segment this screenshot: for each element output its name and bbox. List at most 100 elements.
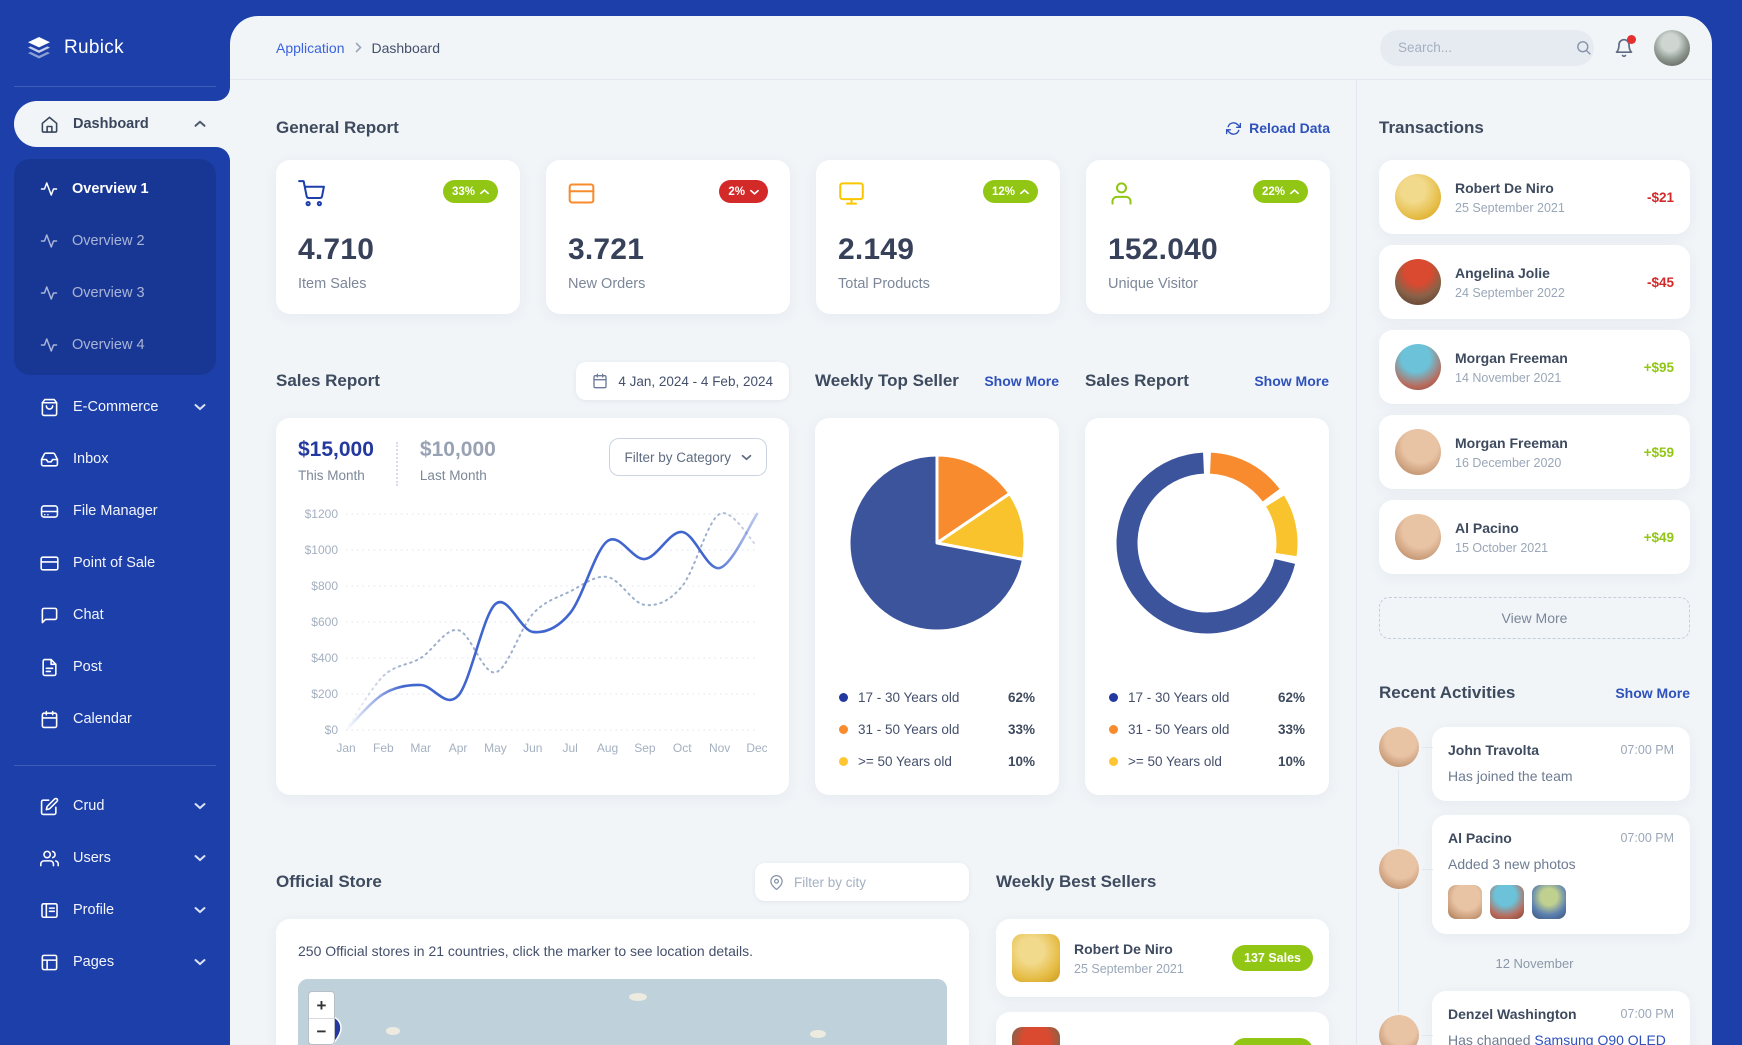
- legend-value: 10%: [1277, 754, 1305, 769]
- chevron-down-icon: [194, 403, 206, 411]
- photo-thumbnail[interactable]: [1448, 884, 1482, 919]
- chevron-right-icon: [355, 42, 362, 53]
- timeline-connector: [1419, 1034, 1433, 1036]
- sidebar-item-inbox[interactable]: Inbox: [14, 433, 230, 485]
- general-report-title: General Report: [276, 118, 399, 137]
- trend-badge[interactable]: 12%: [982, 180, 1038, 203]
- legend-row: 31 - 50 Years old 33%: [839, 722, 1035, 737]
- store-description: 250 Official stores in 21 countries, cli…: [298, 943, 753, 959]
- activity-name: Al Pacino: [1448, 830, 1512, 847]
- logo[interactable]: Rubick: [0, 0, 230, 66]
- transaction-row[interactable]: Angelina Jolie 24 September 2022 -$45: [1379, 245, 1690, 319]
- logo-text: Rubick: [64, 37, 124, 58]
- svg-text:Feb: Feb: [373, 741, 394, 755]
- best-seller-row[interactable]: Robert De Niro 25 September 2021 137 Sal…: [996, 919, 1329, 997]
- sidebar-item-overview-1[interactable]: Overview 1: [14, 163, 216, 215]
- stat-value: 2.149: [838, 233, 915, 266]
- transaction-amount: +$59: [1643, 444, 1674, 460]
- reload-icon: [1226, 121, 1242, 136]
- activity-item[interactable]: John Travolta 07:00 PM Has joined the te…: [1379, 727, 1690, 802]
- legend-label: 17 - 30 Years old: [1128, 690, 1230, 705]
- sidebar-item-dashboard[interactable]: Dashboard: [14, 101, 230, 147]
- sidebar-item-users[interactable]: Users: [14, 832, 230, 884]
- show-more-link[interactable]: Show More: [1254, 373, 1329, 389]
- search-input[interactable]: [1398, 40, 1575, 55]
- activity-item[interactable]: Al Pacino 07:00 PM Added 3 new photos: [1379, 815, 1690, 934]
- transactions-list: Robert De Niro 25 September 2021 -$21 An…: [1379, 160, 1690, 574]
- sidebar-item-label: Users: [73, 850, 111, 866]
- sidebar-item-crud[interactable]: Crud: [14, 780, 230, 832]
- seller-date: 25 September 2021: [1074, 961, 1184, 976]
- show-more-link[interactable]: Show More: [984, 373, 1059, 389]
- map-pin-icon: [769, 874, 784, 890]
- transaction-row[interactable]: Morgan Freeman 16 December 2020 +$59: [1379, 415, 1690, 489]
- timeline-date-divider: 12 November: [1495, 955, 1574, 971]
- legend-label: 17 - 30 Years old: [858, 690, 960, 705]
- photo-thumbnail[interactable]: [1532, 884, 1566, 919]
- best-seller-row[interactable]: Angelina Jolie 137 Sales: [996, 1012, 1329, 1045]
- sidebar-item-label: Crud: [73, 798, 105, 814]
- sidebar-item-profile[interactable]: Profile: [14, 884, 230, 936]
- sidebar-item-pages[interactable]: Pages: [14, 936, 230, 988]
- transaction-date: 24 September 2022: [1455, 285, 1565, 300]
- stat-card-item-sales[interactable]: 33% 4.710 Item Sales: [276, 160, 520, 326]
- divider: [395, 442, 398, 486]
- map-zoom-in-button[interactable]: +: [309, 992, 334, 1018]
- transaction-name: Angelina Jolie: [1455, 264, 1550, 281]
- stat-card-total-products[interactable]: 12% 2.149 Total Products: [816, 160, 1060, 326]
- filter-by-category-dropdown[interactable]: Filter by Category: [609, 438, 767, 476]
- transaction-row[interactable]: Al Pacino 15 October 2021 +$49: [1379, 500, 1690, 574]
- breadcrumb-application[interactable]: Application: [276, 39, 345, 56]
- transaction-row[interactable]: Robert De Niro 25 September 2021 -$21: [1379, 160, 1690, 234]
- trend-badge[interactable]: 22%: [1252, 180, 1308, 203]
- user-icon: [1108, 180, 1135, 207]
- sidebar-item-post[interactable]: Post: [14, 641, 230, 693]
- view-more-button[interactable]: View More: [1379, 597, 1690, 639]
- show-more-link[interactable]: Show More: [1615, 685, 1690, 701]
- legend-dot-orange: [1109, 725, 1118, 734]
- sidebar-item-point-of-sale[interactable]: Point of Sale: [14, 537, 230, 589]
- sidebar-item-overview-4[interactable]: Overview 4: [14, 319, 216, 371]
- store-map[interactable]: + −: [298, 979, 947, 1045]
- transaction-name: Al Pacino: [1455, 519, 1519, 536]
- date-range-value: 4 Jan, 2024 - 4 Feb, 2024: [618, 373, 773, 389]
- chevron-down-icon: [194, 854, 206, 862]
- sidebar-item-overview-2[interactable]: Overview 2: [14, 215, 216, 267]
- date-range-picker[interactable]: 4 Jan, 2024 - 4 Feb, 2024: [576, 362, 789, 400]
- activity-item[interactable]: Denzel Washington 07:00 PM Has changed S…: [1379, 990, 1690, 1045]
- notifications-button[interactable]: [1614, 34, 1636, 58]
- sidebar-item-label: Dashboard: [73, 116, 149, 132]
- user-avatar[interactable]: [1654, 29, 1690, 66]
- sidebar-item-chat[interactable]: Chat: [14, 589, 230, 641]
- content-panel: Application Dashboard Genera: [230, 16, 1712, 1045]
- product-link[interactable]: Samsung Q90 QLED TV: [1534, 1031, 1666, 1045]
- reload-data-button[interactable]: Reload Data: [1226, 120, 1330, 136]
- sidebar-item-file-manager[interactable]: File Manager: [14, 485, 230, 537]
- svg-text:Jul: Jul: [563, 741, 578, 755]
- transaction-row[interactable]: Morgan Freeman 14 November 2021 +$95: [1379, 330, 1690, 404]
- sidebar-item-calendar[interactable]: Calendar: [14, 693, 230, 745]
- photo-thumbnail[interactable]: [1490, 884, 1524, 919]
- trend-badge[interactable]: 2%: [719, 180, 768, 203]
- sidebar-item-label: Overview 4: [72, 337, 145, 353]
- rubick-logo-icon: [26, 36, 52, 60]
- trend-badge[interactable]: 33%: [442, 180, 498, 203]
- stat-card-unique-visitor[interactable]: 22% 152.040 Unique Visitor: [1086, 160, 1330, 326]
- credit-card-icon: [40, 554, 59, 573]
- search-icon[interactable]: [1575, 39, 1592, 56]
- sidebar-item-overview-3[interactable]: Overview 3: [14, 267, 216, 319]
- activities-timeline: John Travolta 07:00 PM Has joined the te…: [1379, 727, 1690, 1045]
- transaction-date: 25 September 2021: [1455, 200, 1565, 215]
- weekly-best-sellers-list: Robert De Niro 25 September 2021 137 Sal…: [996, 919, 1329, 1045]
- last-month-label: Last Month: [419, 468, 487, 483]
- weekly-best-sellers-title: Weekly Best Sellers: [996, 872, 1157, 891]
- transaction-amount: +$95: [1643, 359, 1674, 375]
- map-zoom-out-button[interactable]: −: [309, 1018, 334, 1044]
- weekly-top-seller-title: Weekly Top Seller: [815, 371, 959, 390]
- sidebar-item-ecommerce[interactable]: E-Commerce: [14, 381, 230, 433]
- search-box: [1380, 29, 1594, 66]
- activity-photos: [1448, 884, 1674, 919]
- weekly-top-seller-card: 17 - 30 Years old 62% 31 - 50 Years old …: [815, 418, 1059, 795]
- filter-by-city-input[interactable]: [794, 874, 971, 890]
- stat-card-new-orders[interactable]: 2% 3.721 New Orders: [546, 160, 790, 326]
